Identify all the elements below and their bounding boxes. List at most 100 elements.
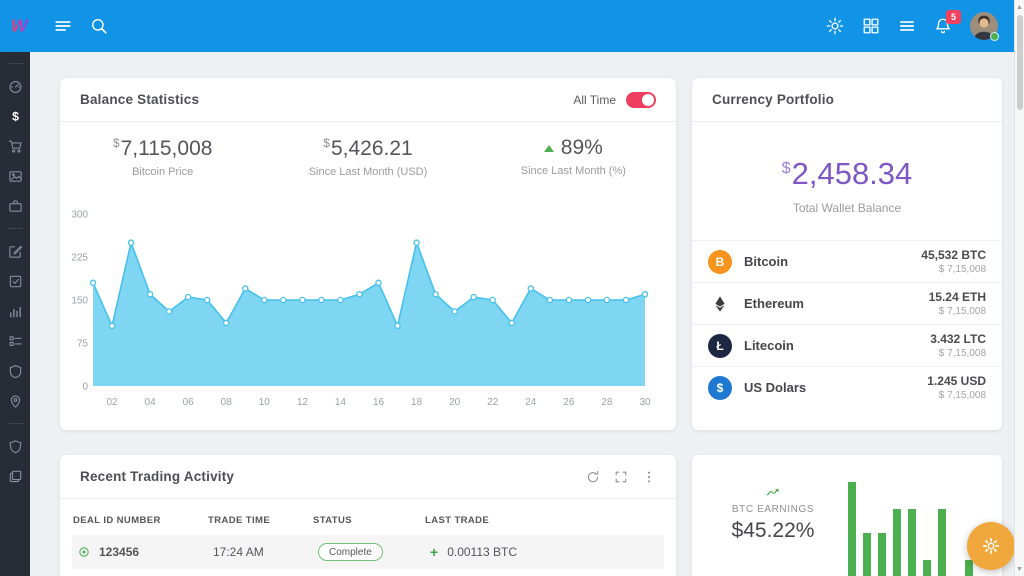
trade-time: 17:24 AM bbox=[213, 545, 264, 559]
data-point[interactable] bbox=[108, 322, 116, 330]
currency-usd-value: $ 7,15,008 bbox=[938, 390, 986, 401]
bar bbox=[848, 482, 856, 576]
avatar[interactable] bbox=[970, 12, 999, 41]
scroll-down-arrow[interactable]: ▼ bbox=[1016, 565, 1023, 573]
data-point[interactable] bbox=[222, 319, 230, 327]
sidebar-item-form-list[interactable] bbox=[0, 326, 30, 356]
currency-row[interactable]: Ł Litecoin 3.432 LTC $ 7,15,008 bbox=[692, 324, 1002, 366]
btc-earnings-card: BTC EARNINGS $45.22% bbox=[692, 455, 1002, 576]
trend-up-icon bbox=[543, 145, 554, 152]
data-point[interactable] bbox=[146, 291, 154, 298]
sidebar-item-crypto-dollar[interactable]: $ bbox=[0, 101, 30, 131]
currency-portfolio-card: Currency Portfolio $2,458.34 Total Walle… bbox=[692, 78, 1002, 430]
data-point[interactable] bbox=[546, 296, 554, 304]
trading-table-row[interactable]: 123456 17:24 AM Complete + 0.00113 BTC bbox=[72, 535, 664, 569]
data-point[interactable] bbox=[89, 279, 97, 287]
y-tick-label: 0 bbox=[82, 382, 88, 393]
sidebar-item-edit[interactable] bbox=[0, 236, 30, 266]
currency-amount: 1.245 USD bbox=[927, 374, 986, 388]
bell-icon[interactable]: 5 bbox=[934, 10, 961, 35]
expand-icon[interactable] bbox=[614, 470, 628, 484]
data-point[interactable] bbox=[242, 285, 249, 292]
data-point[interactable] bbox=[318, 296, 325, 304]
currency-amount: 15.24 ETH bbox=[928, 290, 986, 304]
data-point[interactable] bbox=[356, 291, 363, 298]
bar bbox=[965, 560, 973, 576]
data-point[interactable] bbox=[603, 296, 611, 304]
data-point[interactable] bbox=[413, 239, 420, 246]
currency-name: Litecoin bbox=[744, 338, 794, 353]
refresh-icon[interactable] bbox=[586, 470, 600, 484]
x-tick-label: 20 bbox=[449, 397, 461, 408]
data-point[interactable] bbox=[127, 239, 135, 246]
currency-name: Bitcoin bbox=[744, 254, 789, 269]
currency-row[interactable]: $ US Dolars 1.245 USD $ 7,15,008 bbox=[692, 366, 1002, 408]
data-point[interactable] bbox=[203, 296, 211, 304]
page-scrollbar[interactable]: ▲ ▼ bbox=[1014, 0, 1024, 576]
data-point[interactable] bbox=[470, 293, 477, 301]
stat-bitcoin-price: $7,115,008 Bitcoin Price bbox=[112, 136, 213, 178]
plus-icon: + bbox=[430, 544, 439, 560]
sidebar-item-check-square[interactable] bbox=[0, 266, 30, 296]
us-dollar-icon: $ bbox=[708, 375, 732, 400]
data-point[interactable] bbox=[432, 291, 439, 298]
sidebar-item-layers[interactable] bbox=[0, 461, 30, 491]
deal-status-icon bbox=[78, 546, 90, 558]
data-point[interactable] bbox=[261, 296, 268, 304]
sidebar-item-image[interactable] bbox=[0, 161, 30, 191]
data-point[interactable] bbox=[527, 285, 535, 292]
sidebar-item-dashboard[interactable] bbox=[0, 71, 30, 101]
data-point[interactable] bbox=[622, 296, 630, 304]
bar bbox=[908, 509, 916, 576]
sidebar-item-shield[interactable] bbox=[0, 356, 30, 386]
data-point[interactable] bbox=[165, 308, 173, 315]
ethereum-icon bbox=[708, 292, 732, 316]
data-point[interactable] bbox=[280, 296, 287, 304]
sidebar-item-location-pin[interactable] bbox=[0, 386, 30, 416]
data-point[interactable] bbox=[451, 308, 458, 315]
btc-earnings-value: $45.22% bbox=[731, 519, 815, 542]
svg-text:$: $ bbox=[12, 109, 19, 123]
y-tick-label: 150 bbox=[71, 296, 88, 307]
data-point[interactable] bbox=[394, 322, 401, 330]
deal-id: 123456 bbox=[99, 545, 140, 559]
menu-icon[interactable] bbox=[54, 17, 72, 35]
wallet-balance: $2,458.34 Total Wallet Balance bbox=[781, 156, 913, 215]
data-point[interactable] bbox=[584, 296, 592, 304]
search-icon[interactable] bbox=[90, 17, 108, 35]
trending-up-icon bbox=[762, 485, 784, 499]
currency-row[interactable]: Ethereum 15.24 ETH $ 7,15,008 bbox=[692, 282, 1002, 324]
sidebar-item-shield-badge[interactable] bbox=[0, 431, 30, 461]
sidebar-item-bar-chart[interactable] bbox=[0, 296, 30, 326]
apps-grid-icon[interactable] bbox=[862, 17, 880, 35]
gear-icon bbox=[982, 537, 1000, 555]
mini-sidebar: $ bbox=[0, 52, 30, 576]
sidebar-item-cart[interactable] bbox=[0, 131, 30, 161]
currency-amount: 3.432 LTC bbox=[930, 332, 986, 346]
data-point[interactable] bbox=[375, 279, 382, 287]
data-point[interactable] bbox=[641, 291, 649, 298]
balance-card-title: Balance Statistics bbox=[80, 92, 200, 107]
sidebar-item-briefcase[interactable] bbox=[0, 191, 30, 221]
data-point[interactable] bbox=[565, 296, 573, 304]
list-menu-icon[interactable] bbox=[898, 17, 916, 35]
data-point[interactable] bbox=[184, 293, 192, 301]
scroll-up-arrow[interactable]: ▲ bbox=[1016, 3, 1023, 11]
data-point[interactable] bbox=[508, 319, 516, 327]
app-logo[interactable]: W bbox=[10, 15, 38, 37]
all-time-toggle[interactable] bbox=[626, 91, 656, 108]
currency-usd-value: $ 7,15,008 bbox=[938, 348, 986, 359]
column-header: DEAL ID NUMBER bbox=[73, 515, 161, 526]
data-point[interactable] bbox=[337, 296, 344, 304]
currency-row[interactable]: B Bitcoin 45,532 BTC $ 7,15,008 bbox=[692, 240, 1002, 282]
kebab-menu-icon[interactable] bbox=[642, 470, 656, 484]
column-header: STATUS bbox=[313, 515, 352, 526]
balance-statistics-card: Balance Statistics All Time $7,115,008 B… bbox=[60, 78, 676, 430]
svg-text:W: W bbox=[11, 16, 29, 36]
x-tick-label: 16 bbox=[373, 397, 385, 408]
theme-settings-fab[interactable] bbox=[967, 522, 1015, 570]
data-point[interactable] bbox=[489, 296, 496, 304]
data-point[interactable] bbox=[299, 296, 306, 304]
settings-icon[interactable] bbox=[826, 17, 844, 35]
scrollbar-thumb[interactable] bbox=[1016, 15, 1023, 110]
